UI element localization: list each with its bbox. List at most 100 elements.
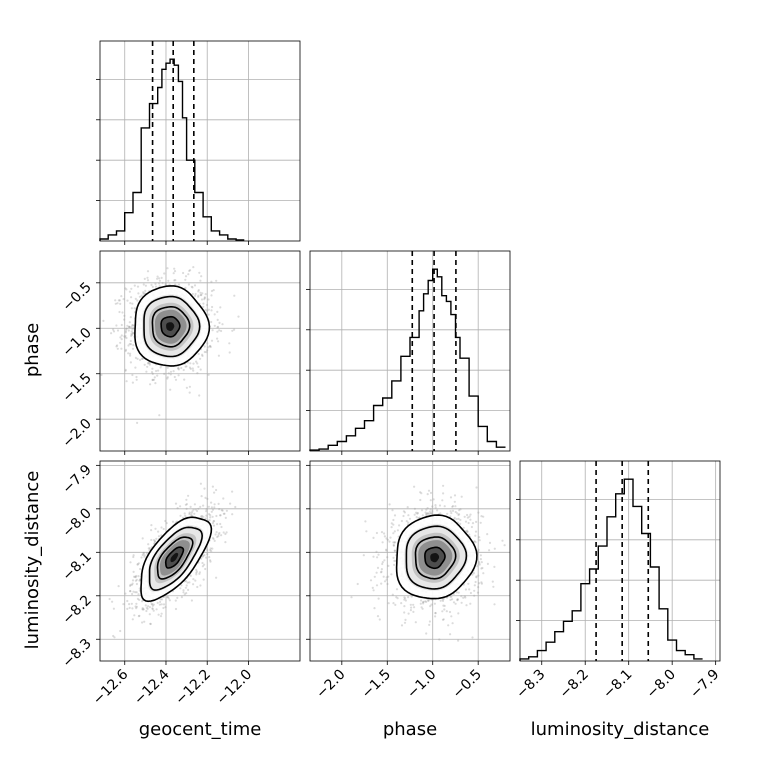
sample-point <box>112 607 115 610</box>
sample-point <box>152 539 156 542</box>
sample-point <box>211 508 215 511</box>
sample-point <box>185 507 188 510</box>
sample-point <box>162 603 166 606</box>
sample-point <box>130 583 133 586</box>
sample-point <box>386 538 389 541</box>
sample-point <box>127 344 130 347</box>
sample-point <box>199 482 202 485</box>
sample-point <box>457 639 460 642</box>
sample-point <box>218 321 221 324</box>
sample-point <box>144 604 147 607</box>
x-tick-label-luminosity-distance: −8.0 <box>644 667 679 702</box>
sample-point <box>201 354 204 357</box>
sample-point <box>142 552 145 555</box>
sample-point <box>479 521 482 524</box>
sample-point <box>216 337 219 340</box>
sample-point <box>141 621 144 624</box>
sample-point <box>124 592 127 595</box>
sample-point <box>149 622 152 625</box>
sample-point <box>438 504 442 507</box>
sample-point <box>233 328 236 331</box>
sample-point <box>425 513 428 516</box>
sample-point <box>212 537 215 541</box>
sample-point <box>459 508 462 511</box>
sample-point <box>116 347 119 350</box>
sample-point <box>210 289 214 293</box>
sample-point <box>115 324 118 327</box>
sample-point <box>493 565 496 569</box>
sample-point <box>372 589 375 592</box>
sample-point <box>453 500 456 503</box>
sample-point <box>415 516 418 519</box>
sample-point <box>197 290 200 293</box>
sample-point <box>148 613 151 616</box>
x-tick-label-phase: −1.5 <box>359 667 394 702</box>
sample-point <box>142 551 145 554</box>
sample-point <box>210 506 213 509</box>
sample-point <box>176 507 179 510</box>
sample-point <box>141 553 144 557</box>
density-band-geocent-time-vs-luminosity-distance <box>170 552 179 563</box>
sample-point <box>183 512 186 515</box>
sample-point <box>211 329 214 332</box>
sample-point <box>375 550 378 553</box>
sample-point <box>441 598 444 601</box>
sample-point <box>385 576 388 579</box>
sample-point <box>136 357 139 360</box>
sample-point <box>475 576 478 579</box>
sample-point <box>135 582 138 586</box>
sample-point <box>486 562 489 566</box>
sample-point <box>224 532 227 536</box>
sample-point <box>433 602 436 605</box>
sample-point <box>138 598 141 602</box>
sample-point <box>476 591 480 594</box>
sample-point <box>204 308 207 311</box>
sample-point <box>449 595 452 598</box>
sample-point <box>223 512 226 515</box>
sample-point <box>131 302 134 305</box>
sample-point <box>154 382 157 385</box>
sample-point <box>219 306 222 309</box>
sample-point <box>427 512 430 515</box>
sample-point <box>194 508 197 511</box>
sample-point <box>131 592 134 596</box>
sample-point <box>380 582 383 585</box>
sample-point <box>151 285 154 288</box>
sample-point <box>217 535 220 538</box>
sample-point <box>454 510 457 514</box>
sample-point <box>224 541 227 544</box>
sample-point <box>217 325 220 328</box>
sample-point <box>137 593 140 596</box>
sample-point <box>158 285 161 288</box>
sample-point <box>456 598 459 601</box>
sample-point <box>220 329 223 333</box>
sample-point <box>488 549 491 552</box>
sample-point <box>218 329 221 332</box>
sample-point <box>142 291 145 294</box>
sample-point <box>153 540 156 543</box>
sample-point <box>188 512 191 516</box>
sample-point <box>173 267 176 270</box>
sample-point <box>166 267 169 270</box>
sample-point <box>153 376 156 379</box>
sample-point <box>467 521 470 525</box>
sample-point <box>436 509 439 512</box>
sample-point <box>137 615 140 618</box>
sample-point <box>159 615 163 618</box>
sample-point <box>475 575 478 578</box>
sample-point <box>212 520 215 523</box>
sample-point <box>128 342 131 346</box>
sample-point <box>199 291 202 294</box>
sample-point <box>130 326 133 329</box>
sample-point <box>375 531 378 535</box>
sample-point <box>182 368 185 372</box>
sample-point <box>390 526 393 529</box>
sample-point <box>486 533 489 536</box>
sample-point <box>190 513 193 517</box>
sample-point <box>380 570 383 573</box>
sample-point <box>420 509 424 512</box>
sample-point <box>131 381 134 384</box>
sample-point <box>201 514 204 518</box>
sample-point <box>430 512 433 515</box>
sample-point <box>439 599 442 602</box>
